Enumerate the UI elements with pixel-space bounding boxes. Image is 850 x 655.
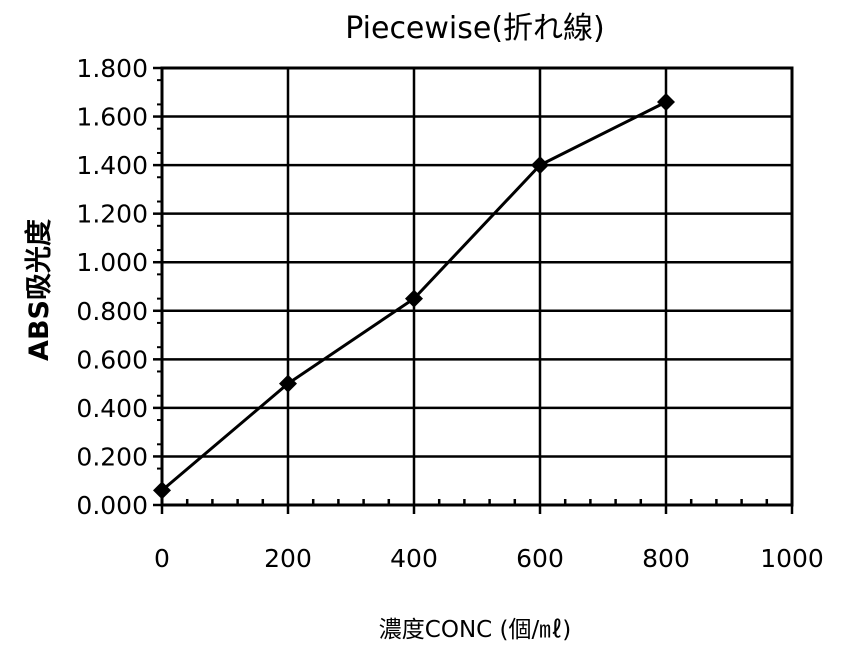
plot-area-frame bbox=[160, 66, 794, 507]
y-tick-label: 1.600 bbox=[76, 103, 148, 132]
x-tick-label: 1000 bbox=[760, 544, 824, 573]
x-tick-label: 600 bbox=[516, 544, 564, 573]
x-tick-label: 800 bbox=[642, 544, 690, 573]
y-tick-label: 0.600 bbox=[76, 345, 148, 374]
chart-title: Piecewise(折れ線) bbox=[345, 11, 605, 46]
data-point bbox=[531, 156, 549, 175]
y-tick-label: 1.400 bbox=[76, 151, 148, 180]
x-tick-label: 200 bbox=[264, 544, 312, 573]
series-layer bbox=[153, 92, 675, 500]
y-tick-label: 0.400 bbox=[76, 394, 148, 423]
x-axis-ticks: 0 200 400 600 800 1000 bbox=[154, 505, 824, 573]
data-point bbox=[657, 92, 675, 111]
y-tick-label: 1.200 bbox=[76, 200, 148, 229]
x-axis-label: 濃度CONC (個/㎖) bbox=[379, 617, 571, 643]
y-axis-ticks: 0.000 0.200 0.400 0.600 0.800 1.000 1.200 1.400… bbox=[76, 54, 162, 520]
y-tick-label: 0.000 bbox=[76, 491, 148, 520]
y-axis-label: ABS吸光度 bbox=[23, 219, 55, 361]
grid bbox=[162, 68, 792, 505]
x-tick-label: 0 bbox=[154, 544, 170, 573]
data-point bbox=[153, 481, 171, 500]
data-point bbox=[405, 289, 423, 308]
x-tick-label: 400 bbox=[390, 544, 438, 573]
minor-ticks bbox=[157, 79, 769, 505]
y-tick-label: 1.800 bbox=[76, 54, 148, 83]
data-point bbox=[279, 374, 297, 393]
y-tick-label: 0.200 bbox=[76, 442, 148, 471]
y-tick-label: 1.000 bbox=[76, 248, 148, 277]
y-tick-label: 0.800 bbox=[76, 297, 148, 326]
